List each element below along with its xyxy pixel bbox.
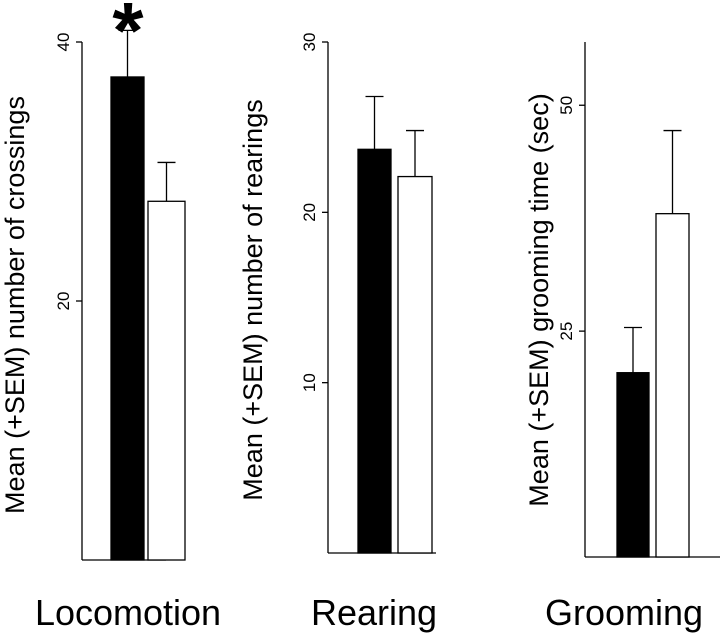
ylabel-grooming: Mean (+SEM) grooming time (sec) <box>524 93 554 506</box>
ytick-label-grooming-25: 25 <box>557 322 576 341</box>
xlabel-locomotion: Locomotion <box>35 592 221 633</box>
ytick-label-rearing-20: 20 <box>300 203 319 222</box>
ylabel-locomotion: Mean (+SEM) number of crossings <box>0 96 30 514</box>
bars-rearing <box>357 95 433 554</box>
bars-locomotion <box>110 29 186 561</box>
bar-grooming-1 <box>616 372 650 558</box>
bar-rearing-2 <box>397 175 433 554</box>
bars-grooming <box>616 129 690 558</box>
significance-star: * <box>112 0 144 75</box>
panel-grooming: Mean (+SEM) grooming time (sec) 25 50 Gro… <box>524 42 720 633</box>
ytick-label-locomotion-20: 20 <box>54 292 73 311</box>
ytick-label-rearing-10: 10 <box>300 373 319 392</box>
bar-locomotion-2 <box>147 200 186 561</box>
yticks-rearing: 10 20 30 <box>300 33 328 392</box>
xlabel-rearing: Rearing <box>311 592 437 633</box>
ylabel-rearing: Mean (+SEM) number of rearings <box>238 99 268 500</box>
xlabel-grooming: Grooming <box>545 592 703 633</box>
yticks-grooming: 25 50 <box>557 96 585 341</box>
ytick-label-rearing-30: 30 <box>300 33 319 52</box>
bar-grooming-2 <box>655 213 690 558</box>
bar-rearing-1 <box>357 148 392 554</box>
panel-rearing: Mean (+SEM) number of rearings 10 20 30 Re… <box>238 33 437 633</box>
ytick-label-grooming-50: 50 <box>557 96 576 115</box>
ytick-label-locomotion-40: 40 <box>54 33 73 52</box>
bar-locomotion-1 <box>110 76 145 561</box>
